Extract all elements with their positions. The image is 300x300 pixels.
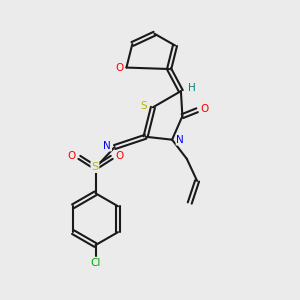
Text: N: N <box>103 141 111 151</box>
Text: O: O <box>115 151 123 161</box>
Text: S: S <box>92 162 98 172</box>
Text: H: H <box>188 83 196 93</box>
Text: O: O <box>200 104 208 114</box>
Text: N: N <box>176 135 184 145</box>
Text: Cl: Cl <box>90 258 101 268</box>
Text: O: O <box>115 63 123 73</box>
Text: O: O <box>68 151 76 161</box>
Text: S: S <box>141 101 147 111</box>
